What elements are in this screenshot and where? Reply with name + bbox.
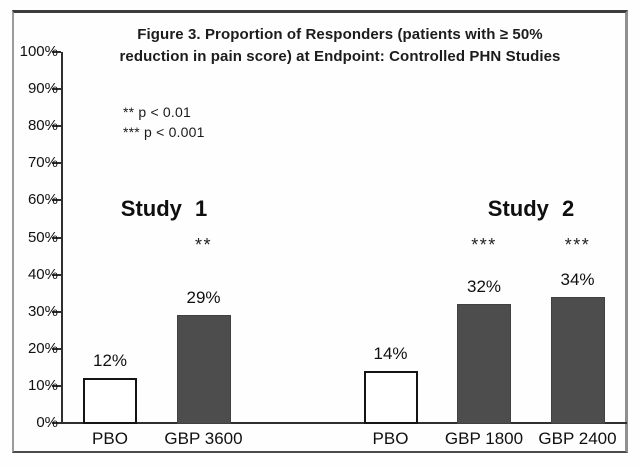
x-axis-category-label: PBO (92, 429, 128, 448)
significance-legend-line-2: *** p < 0.001 (123, 124, 205, 140)
y-axis-tick-label: 90% (27, 80, 58, 98)
bar-study-1-pbo (83, 378, 137, 424)
bar-study-1-gbp-3600 (176, 315, 231, 424)
study-1-label: Study 1 (120, 196, 208, 221)
y-axis-tick (52, 51, 61, 53)
x-axis-category-label: GBP 3600 (164, 429, 243, 448)
y-axis-tick (52, 273, 61, 276)
y-axis-tick-label: 80% (27, 117, 58, 135)
y-axis-tick (52, 384, 61, 387)
significance-legend-line-1: ** p < 0.01 (123, 104, 191, 120)
bar-study-2-gbp-2400 (550, 296, 605, 424)
y-axis-tick-label: 50% (27, 228, 58, 246)
chart-frame (12, 10, 628, 453)
y-axis-tick-label: 30% (27, 302, 58, 320)
significance-marker: *** (471, 235, 497, 255)
y-axis-tick-label: 70% (27, 154, 58, 172)
x-axis-category-label: GBP 2400 (538, 429, 617, 448)
y-axis-tick-label: 40% (27, 265, 58, 283)
x-axis-category-label: PBO (372, 429, 409, 448)
y-axis-line (61, 52, 63, 424)
y-axis-tick-label: 60% (27, 191, 58, 209)
y-axis-tick (52, 199, 61, 202)
y-axis-tick (52, 422, 61, 424)
y-axis-tick-label: 0% (36, 414, 58, 431)
y-axis-tick (52, 88, 61, 91)
bar-value-label: 32% (466, 277, 502, 297)
bar-study-2-gbp-1800 (457, 304, 511, 424)
y-axis-tick-label: 100% (19, 43, 58, 60)
bar-value-label: 14% (373, 344, 408, 364)
chart-title-line-1: Figure 3. Proportion of Responders (pati… (137, 26, 543, 43)
significance-marker: *** (564, 235, 591, 255)
x-axis-line (61, 422, 627, 424)
significance-legend: ** p < 0.01 *** p < 0.001 (123, 102, 205, 142)
bar-study-2-pbo (363, 371, 418, 424)
bar-value-label: 34% (560, 269, 595, 289)
y-axis-tick (52, 347, 61, 350)
y-axis-tick (52, 236, 61, 239)
y-axis-tick (52, 162, 61, 165)
y-axis-tick (52, 310, 61, 313)
y-axis-tick (52, 125, 61, 128)
bar-value-label: 12% (92, 351, 128, 371)
significance-marker: ** (194, 235, 212, 255)
study-2-label: Study 2 (487, 196, 575, 221)
y-axis-tick-label: 10% (27, 376, 58, 394)
bar-value-label: 29% (186, 288, 221, 308)
x-axis-category-label: GBP 1800 (444, 429, 524, 448)
y-axis-tick-label: 20% (27, 339, 58, 357)
chart-title-line-2: reduction in pain score) at Endpoint: Co… (119, 48, 561, 65)
